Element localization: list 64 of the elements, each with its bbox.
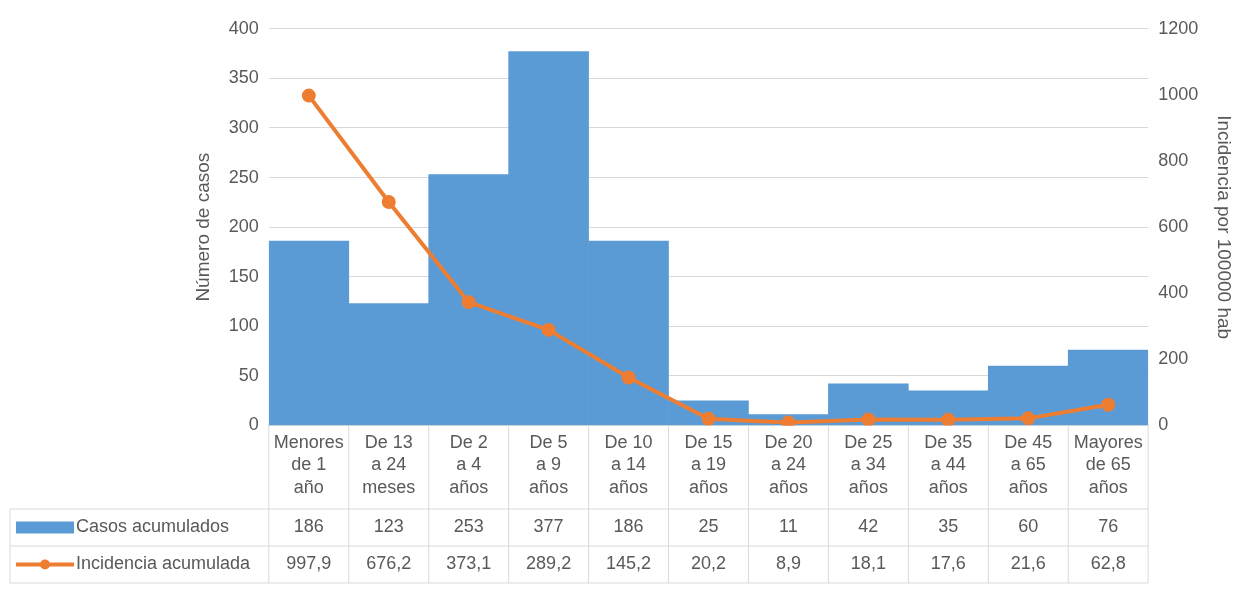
point — [941, 412, 956, 426]
data-label: 25 — [698, 516, 719, 537]
data-label: 42 — [858, 516, 879, 537]
x-tick-label: De 13 a 24 meses — [362, 431, 416, 497]
legend-label: Incidencia acumulada — [76, 553, 252, 574]
x-tick-label: De 20 a 24 años — [764, 431, 813, 497]
data-label: 35 — [938, 516, 959, 537]
data-label: 20,2 — [690, 553, 727, 574]
data-label: 186 — [613, 516, 644, 537]
data-label: 253 — [453, 516, 484, 537]
x-tick-label: Mayores de 65 años — [1073, 431, 1143, 497]
y2-tick-label: 800 — [1158, 150, 1189, 170]
point — [461, 295, 476, 310]
data-label: 62,8 — [1090, 553, 1126, 574]
y-tick-label: 150 — [228, 265, 259, 286]
data-label: 18,1 — [850, 553, 886, 574]
data-label: 21,6 — [1010, 553, 1046, 574]
data-label: 123 — [373, 516, 404, 537]
point — [621, 370, 636, 385]
point — [701, 411, 716, 426]
data-label: 145,2 — [606, 553, 652, 574]
legend-label: Casos acumulados — [76, 516, 230, 537]
data-label: 8,9 — [775, 553, 801, 574]
point — [1021, 411, 1036, 426]
point — [381, 194, 396, 209]
x-tick-label: De 15 a 19 años — [684, 431, 733, 497]
y-tick-label: 50 — [238, 364, 259, 385]
y2-tick-label: 200 — [1158, 348, 1189, 369]
x-tick-label: De 45 a 65 años — [1004, 431, 1053, 497]
x-tick-label: Menores de 1 año — [273, 431, 344, 497]
y2-tick-label: 1200 — [1158, 17, 1199, 38]
y2-tick-label: 1000 — [1158, 83, 1199, 104]
point — [301, 88, 316, 103]
y2-tick-label: 0 — [1158, 414, 1169, 435]
y-tick-label: 300 — [228, 116, 259, 137]
data-label: 186 — [293, 516, 324, 537]
x-tick-label: De 25 a 34 años — [844, 431, 893, 497]
x-tick-label: De 10 a 14 años — [604, 431, 653, 497]
data-label: 17,6 — [930, 553, 966, 574]
x-tick-label: De 5 a 9 años — [529, 431, 569, 497]
y2-tick-label: 400 — [1158, 282, 1189, 303]
data-label: 997,9 — [286, 553, 332, 574]
point — [1101, 397, 1116, 412]
data-label: 373,1 — [446, 553, 492, 574]
x-tick-label: De 2 a 4 años — [449, 431, 489, 497]
y-tick-label: 250 — [228, 166, 259, 187]
y-tick-label: 400 — [228, 17, 259, 38]
x-tick-label: De 35 a 44 años — [924, 431, 973, 497]
data-label: 76 — [1098, 516, 1119, 537]
y2-axis-title: Incidencia por 100000 hab — [1214, 115, 1236, 340]
point — [861, 412, 876, 426]
point — [781, 415, 796, 426]
y-axis-title: Número de casos — [191, 152, 213, 302]
data-label: 11 — [779, 516, 798, 537]
data-label: 289,2 — [526, 553, 572, 574]
data-label: 676,2 — [366, 553, 412, 574]
point — [541, 322, 556, 337]
y-tick-label: 100 — [228, 315, 259, 336]
y-tick-label: 200 — [228, 216, 259, 237]
data-label: 60 — [1018, 516, 1039, 537]
y-tick-label: 0 — [248, 414, 259, 435]
y2-tick-label: 600 — [1158, 216, 1189, 237]
y-tick-label: 350 — [228, 67, 259, 88]
data-label: 377 — [533, 516, 564, 537]
